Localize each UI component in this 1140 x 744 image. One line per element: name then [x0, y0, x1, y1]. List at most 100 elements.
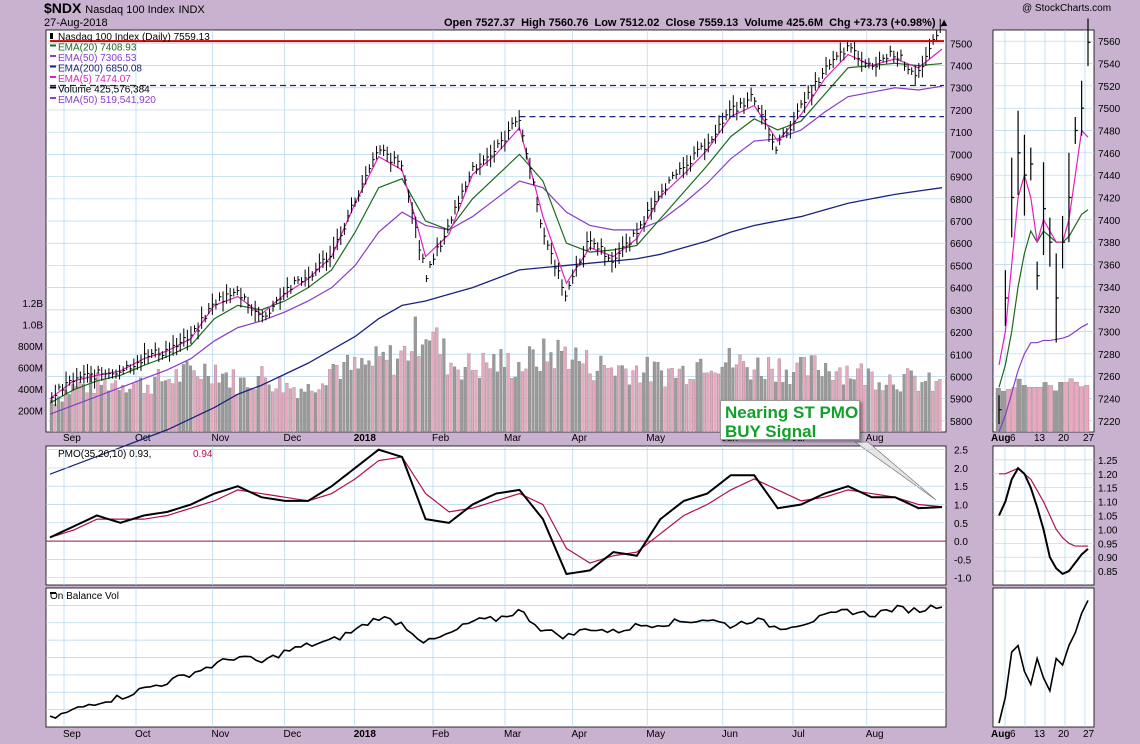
legend-swatch — [50, 76, 56, 78]
zoom-pmo-line — [998, 466, 1089, 576]
volume-bar — [413, 316, 417, 433]
volume-bar — [884, 384, 888, 433]
volume-bar — [663, 386, 667, 433]
volume-bar — [321, 383, 325, 433]
y-tick-label: 7000 — [950, 150, 973, 161]
chg-value: +73.73 (+0.98%) — [853, 17, 936, 29]
volume-bar — [271, 391, 275, 433]
zoom-x-tick: 27 — [1083, 729, 1095, 740]
volume-bar — [699, 358, 703, 433]
volume-bar — [535, 366, 539, 433]
volume-bar — [235, 394, 239, 433]
volume-bar — [428, 340, 432, 433]
volume-bar — [549, 352, 553, 433]
volume-bar — [131, 383, 135, 433]
zoom-ema50-line — [998, 323, 1089, 433]
volume-bar — [328, 369, 332, 433]
volume-bar — [659, 370, 664, 433]
volume-bar — [577, 361, 581, 433]
volume-bar — [142, 393, 146, 433]
volume-bar — [417, 356, 421, 433]
volume-bar — [424, 339, 428, 433]
zoom-volume-bar — [1073, 381, 1079, 433]
volume-bar — [527, 346, 532, 433]
zoom-x-tick: 20 — [1058, 729, 1070, 740]
up-arrow-icon: ▲ — [938, 17, 950, 29]
volume-bar — [299, 388, 303, 433]
y-tick-label: 7300 — [950, 84, 973, 95]
zoom-y-tick: 7460 — [1098, 149, 1121, 160]
x-tick-label: Nov — [212, 729, 230, 740]
volume-bar — [288, 388, 292, 433]
volume-bar — [64, 389, 68, 433]
legend-swatch — [50, 97, 56, 99]
volume-bar — [370, 365, 375, 433]
volume-label: Volume — [744, 17, 784, 29]
volume-bar — [189, 365, 193, 433]
volume-bar — [585, 350, 589, 433]
volume-bar — [238, 377, 243, 433]
volume-bar — [296, 398, 300, 433]
volume-bar — [638, 382, 642, 433]
legend-entry: EMA(50) 7306.53 — [58, 53, 137, 64]
volume-bar — [206, 376, 210, 433]
zoom-pmo-tick: 1.10 — [1098, 498, 1118, 509]
volume-bar — [453, 366, 457, 433]
zoom-y-tick: 7340 — [1098, 283, 1121, 294]
volume-bar — [510, 378, 514, 433]
close-label: Close — [665, 17, 696, 29]
x-tick-label: Oct — [135, 729, 151, 740]
volume-bar — [592, 380, 596, 433]
volume-bar — [485, 362, 489, 433]
legend-swatch — [50, 55, 56, 57]
volume-value: 425.6M — [786, 17, 824, 29]
zoom-x-tick: 13 — [1034, 433, 1046, 444]
volume-bar — [631, 370, 635, 433]
volume-bar — [895, 389, 899, 433]
chart-date: 27-Aug-2018 — [44, 17, 108, 29]
volume-bar — [899, 391, 903, 433]
volume-bar — [199, 379, 203, 433]
volume-bar — [117, 390, 121, 433]
volume-bar — [874, 389, 878, 433]
volume-bar — [556, 339, 560, 433]
y-tick-label: 6100 — [950, 350, 973, 361]
volume-bar — [460, 379, 464, 433]
volume-bar — [313, 392, 317, 433]
volume-bar — [49, 399, 53, 433]
legend-swatch — [50, 44, 56, 47]
obv-label: On Balance Vol — [50, 591, 119, 602]
pmo-label: PMO(35,20,10) 0.93, — [58, 449, 151, 460]
volume-bar — [610, 367, 614, 433]
pmo-line — [49, 448, 943, 576]
legend-swatch — [50, 65, 56, 68]
volume-bar — [649, 381, 653, 433]
zoom-x-tick: Aug — [991, 433, 1010, 444]
volume-bar — [56, 396, 61, 433]
volume-bar — [242, 377, 246, 433]
symbol-text: $NDX — [44, 0, 82, 16]
volume-bar — [502, 367, 507, 433]
volume-bar — [395, 358, 400, 433]
volume-bar — [499, 349, 503, 433]
zoom-volume-bar — [1016, 378, 1022, 433]
volume-bar — [570, 359, 574, 433]
volume-bar — [171, 383, 175, 433]
volume-bar — [431, 331, 435, 433]
volume-bar — [881, 390, 885, 433]
volume-bar — [713, 372, 717, 433]
zoom-volume-bar — [1047, 385, 1053, 433]
zoom-y-tick: 7380 — [1098, 238, 1121, 249]
volume-bar — [567, 369, 571, 433]
volume-bar — [645, 356, 649, 433]
volume-bar — [231, 369, 235, 433]
volume-bar — [520, 371, 524, 433]
y-tick-label: 6700 — [950, 217, 973, 228]
volume-bar — [345, 354, 350, 433]
volume-bar — [399, 350, 403, 433]
zoom-obv-line — [998, 600, 1089, 724]
zoom-x-tick: 6 — [1010, 729, 1016, 740]
volume-bar — [909, 370, 913, 433]
y-tick-label: 6300 — [950, 306, 973, 317]
